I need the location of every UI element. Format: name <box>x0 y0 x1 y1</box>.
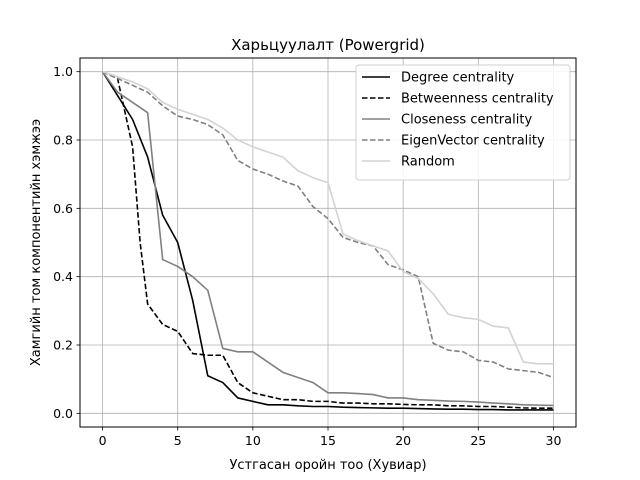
x-tick-label: 25 <box>470 433 486 448</box>
y-tick-label: 0.8 <box>53 133 73 148</box>
x-tick-label: 5 <box>174 433 182 448</box>
y-tick-label: 0.2 <box>53 338 73 353</box>
plot-area <box>101 70 554 411</box>
series-line-random <box>102 70 554 365</box>
legend: Degree centrality Betweenness centrality C… <box>355 64 571 181</box>
y-tick-label: 0.4 <box>53 269 73 284</box>
legend-label: Closeness centrality <box>401 113 532 128</box>
x-tick-label: 10 <box>245 433 261 448</box>
legend-label: Betweenness centrality <box>401 92 554 107</box>
legend-label: Degree centrality <box>401 71 515 86</box>
y-tick-label: 0.0 <box>53 406 73 421</box>
legend-label: EigenVector centrality <box>401 134 545 149</box>
chart-title: Харьцуулалт (Powergrid) <box>231 36 425 54</box>
series-line-eigenvector-centrality <box>102 70 554 379</box>
series-line-betweenness-centrality <box>102 70 554 410</box>
y-axis-title: Хамгийн том компонентийн хэмжээ <box>29 119 44 366</box>
series-line-closeness-centrality <box>101 71 554 407</box>
y-tick-label: 0.6 <box>53 201 73 216</box>
x-axis-title: Устгасан оройн тоо (Хувиар) <box>229 458 426 473</box>
x-tick-label: 30 <box>546 433 562 448</box>
x-tick-label: 0 <box>99 433 107 448</box>
axis-ticks: 0 5 10 15 20 25 30 0.0 0.2 0.4 0.6 0.8 1.0 <box>53 64 561 448</box>
x-tick-label: 20 <box>395 433 411 448</box>
legend-box <box>355 64 571 181</box>
series-line-degree-centrality <box>101 71 554 411</box>
x-tick-label: 15 <box>320 433 336 448</box>
legend-label: Random <box>401 155 455 170</box>
y-tick-label: 1.0 <box>53 64 73 79</box>
